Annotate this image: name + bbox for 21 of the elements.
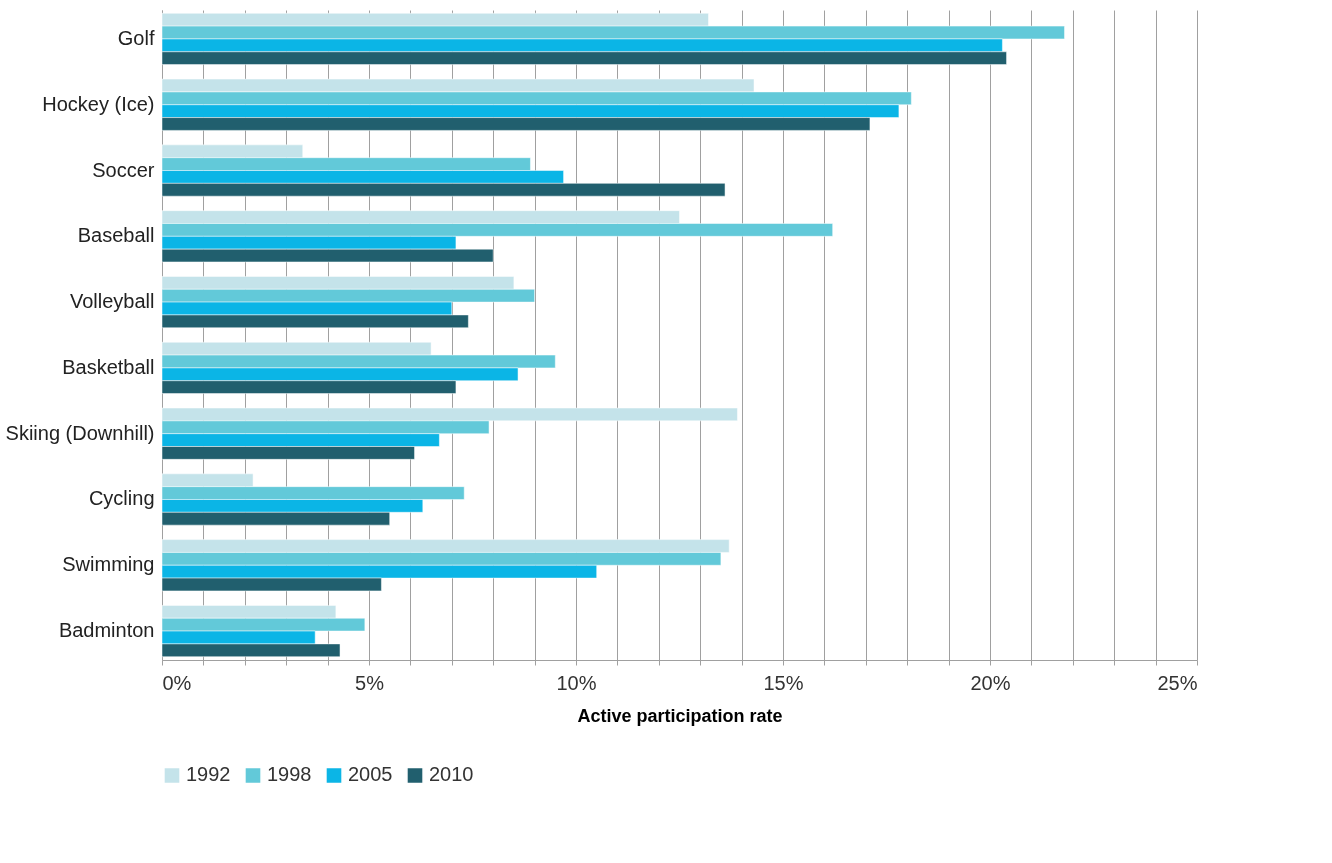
y-tick-label: Cycling xyxy=(88,487,155,510)
y-tick-label: Baseball xyxy=(77,224,155,247)
x-tick-label: 0% xyxy=(162,671,192,694)
x-tick-label: 15% xyxy=(763,671,804,694)
x-axis-title: Active participation rate xyxy=(577,705,783,726)
y-tick-label: Badminton xyxy=(58,619,155,642)
y-tick-label: Skiing (Downhill) xyxy=(5,421,155,444)
y-tick-label: Hockey (Ice) xyxy=(42,92,155,115)
legend-label: 2010 xyxy=(429,763,474,786)
y-tick-label: Swimming xyxy=(62,553,155,576)
y-tick-label: Volleyball xyxy=(69,290,155,313)
legend-label: 1998 xyxy=(267,763,312,786)
x-tick-label: 10% xyxy=(556,671,597,694)
y-tick-label: Golf xyxy=(117,26,155,49)
legend-label: 2005 xyxy=(348,763,393,786)
y-tick-label: Soccer xyxy=(92,158,155,181)
x-tick-label: 5% xyxy=(355,671,385,694)
x-tick-label: 25% xyxy=(1157,671,1198,694)
x-tick-label: 20% xyxy=(970,671,1011,694)
legend-label: 1992 xyxy=(186,763,231,786)
y-tick-label: Basketball xyxy=(62,355,155,378)
